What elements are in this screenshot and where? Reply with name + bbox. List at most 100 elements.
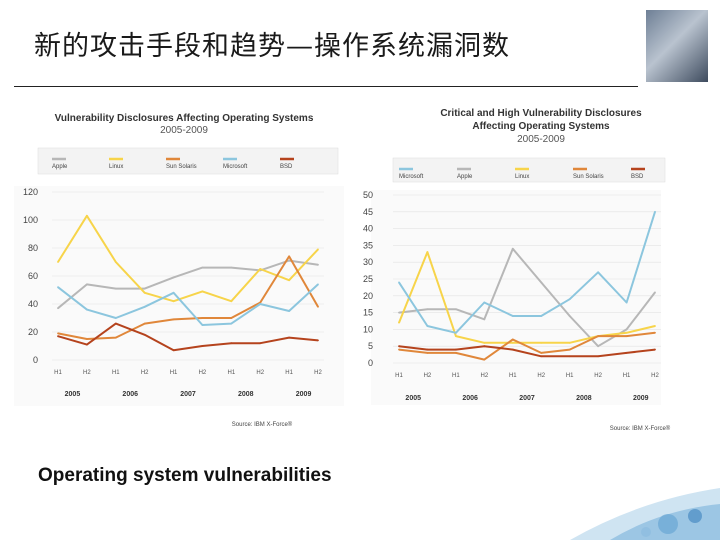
x-year-label: 2009 <box>633 395 649 402</box>
y-tick-label: 20 <box>363 291 373 301</box>
data-point-bsd <box>454 348 457 351</box>
chart-years: 2005-2009 <box>517 134 565 145</box>
slide-title: 新的攻击手段和趋势—操作系统漏洞数 <box>34 31 510 62</box>
data-point-apple <box>483 318 486 321</box>
y-tick-label: 0 <box>368 358 373 368</box>
chart-source: Source: IBM X-Force® <box>610 425 671 432</box>
data-point-sun-solaris <box>483 358 486 361</box>
data-point-bsd <box>317 339 319 342</box>
data-point-sun-solaris <box>426 352 429 354</box>
data-point-apple <box>654 291 656 294</box>
y-tick-label: 35 <box>363 240 373 250</box>
data-point-bsd <box>114 322 117 325</box>
series-line-linux <box>398 251 656 344</box>
data-point-linux <box>57 261 59 263</box>
data-point-microsoft <box>540 315 543 317</box>
data-point-microsoft <box>114 317 117 319</box>
data-point-bsd <box>259 342 262 345</box>
corner-decoration <box>570 488 720 540</box>
y-tick-label: 80 <box>28 243 38 253</box>
series-line-sun-solaris <box>398 331 656 361</box>
chart-source: Source: IBM X-Force® <box>232 421 293 428</box>
x-tick-label: H1 <box>54 370 62 376</box>
data-point-linux <box>540 341 543 344</box>
data-point-linux <box>172 300 175 303</box>
y-tick-label: 20 <box>28 327 38 337</box>
data-point-linux <box>230 300 233 303</box>
series-line-microsoft <box>398 211 656 334</box>
data-point-microsoft <box>483 301 486 304</box>
legend-label: Sun Solaris <box>166 164 197 170</box>
x-tick-label: H2 <box>199 370 207 376</box>
data-point-linux <box>568 341 571 344</box>
x-tick-label: H1 <box>623 373 631 379</box>
data-point-bsd <box>143 333 146 336</box>
legend-box <box>37 147 339 175</box>
data-point-microsoft <box>201 324 204 326</box>
data-point-sun-solaris <box>654 331 656 334</box>
data-point-sun-solaris <box>597 335 600 338</box>
data-point-microsoft <box>259 303 262 305</box>
data-point-sun-solaris <box>57 332 59 335</box>
data-point-linux <box>201 290 204 293</box>
data-point-linux <box>317 248 319 251</box>
data-point-bsd <box>230 342 233 345</box>
x-tick-label: H2 <box>424 373 432 379</box>
y-tick-label: 100 <box>23 215 38 225</box>
data-point-microsoft <box>230 322 233 325</box>
data-point-bsd <box>288 336 291 339</box>
data-point-sun-solaris <box>259 301 262 304</box>
data-point-apple <box>568 315 571 317</box>
y-tick-label: 50 <box>363 190 373 200</box>
data-point-microsoft <box>143 305 146 308</box>
data-point-bsd <box>398 345 400 348</box>
data-point-sun-solaris <box>288 255 291 258</box>
data-point-linux <box>654 325 656 327</box>
data-point-sun-solaris <box>143 322 146 325</box>
data-point-microsoft <box>511 315 514 317</box>
data-point-sun-solaris <box>454 352 457 354</box>
data-point-bsd <box>201 345 204 347</box>
data-point-apple <box>172 276 175 279</box>
x-tick-label: H1 <box>566 373 574 379</box>
data-point-microsoft <box>288 310 291 312</box>
data-point-sun-solaris <box>511 338 514 341</box>
x-tick-label: H2 <box>314 370 322 376</box>
data-point-apple <box>201 266 204 269</box>
data-point-bsd <box>625 352 628 354</box>
data-point-microsoft <box>568 298 571 301</box>
data-point-apple <box>57 307 59 310</box>
x-tick-label: H2 <box>594 373 602 379</box>
x-tick-label: H2 <box>141 370 149 376</box>
data-point-microsoft <box>85 308 88 311</box>
legend-label: Linux <box>109 164 123 170</box>
x-tick-label: H1 <box>285 370 293 376</box>
series-line-linux <box>57 214 319 303</box>
data-point-bsd <box>483 345 486 348</box>
y-tick-label: 60 <box>28 271 38 281</box>
x-tick-label: H2 <box>537 373 545 379</box>
data-point-microsoft <box>317 283 319 286</box>
x-year-label: 2005 <box>65 391 81 398</box>
x-tick-label: H1 <box>452 373 460 379</box>
data-point-apple <box>540 281 543 284</box>
x-year-label: 2008 <box>576 395 592 402</box>
data-point-linux <box>398 321 400 324</box>
data-point-sun-solaris <box>85 338 88 340</box>
series-line-microsoft <box>57 283 319 326</box>
x-year-label: 2006 <box>462 395 478 402</box>
chart-title: Critical and High Vulnerability Disclosu… <box>440 108 642 119</box>
data-point-sun-solaris <box>201 317 204 319</box>
series-line-apple <box>398 247 656 348</box>
legend-label: BSD <box>280 164 293 170</box>
x-year-label: 2007 <box>519 395 535 402</box>
data-point-linux <box>511 341 514 344</box>
data-point-microsoft <box>597 271 600 274</box>
data-point-apple <box>398 311 400 314</box>
data-point-microsoft <box>57 286 59 289</box>
corner-photo <box>646 10 708 82</box>
chart-subtitle: 2005-2009 <box>160 125 208 136</box>
y-tick-label: 30 <box>363 257 373 267</box>
data-point-linux <box>483 341 486 344</box>
data-point-microsoft <box>654 210 656 213</box>
